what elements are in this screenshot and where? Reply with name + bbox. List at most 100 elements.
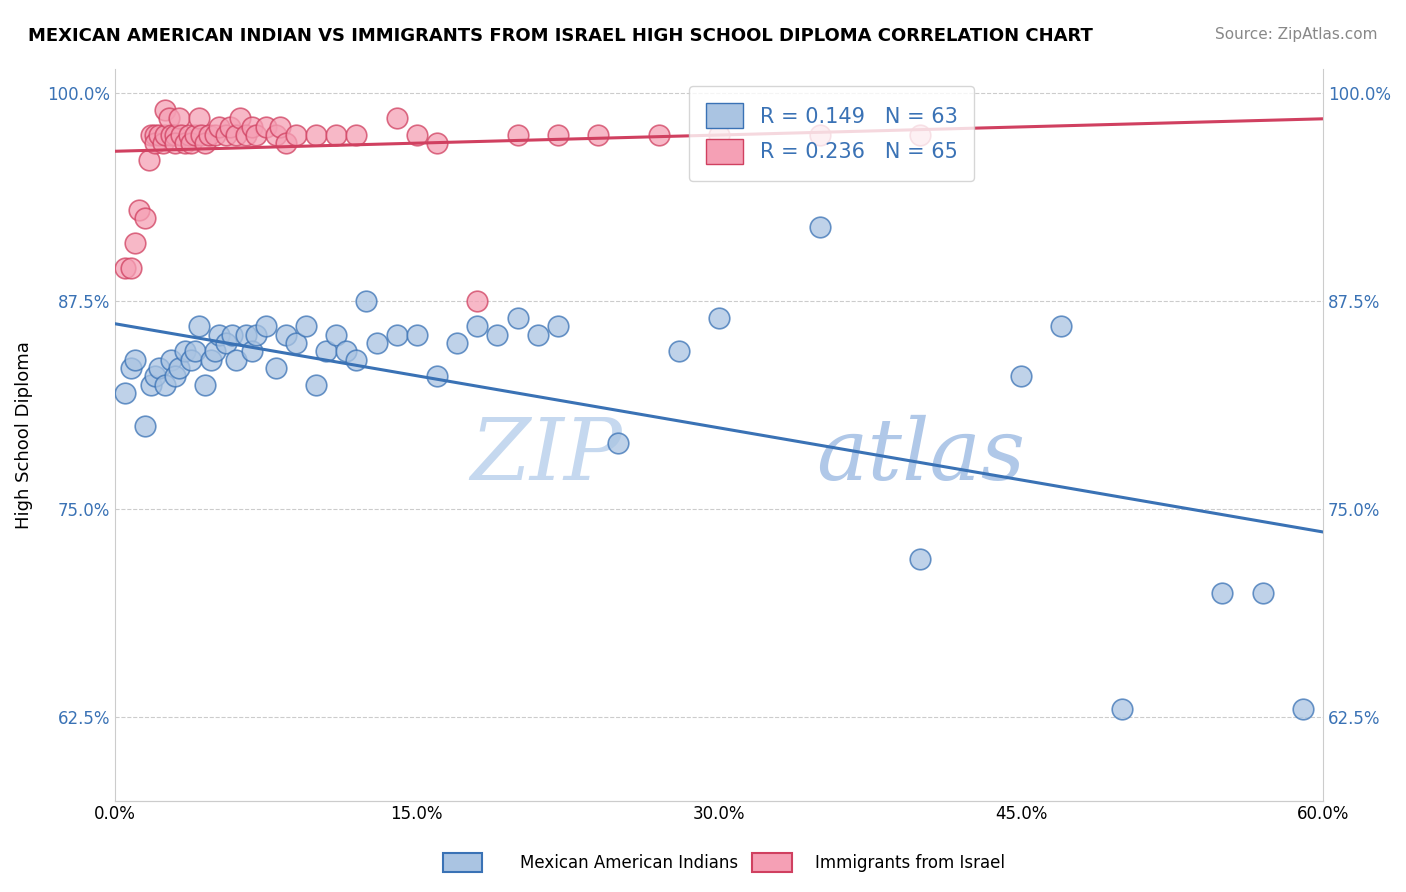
Point	[1251, 585, 1274, 599]
Y-axis label: High School Diploma: High School Diploma	[15, 341, 32, 528]
Point	[228, 112, 250, 126]
Point	[124, 236, 146, 251]
Point	[269, 120, 291, 134]
Point	[285, 336, 308, 351]
Point	[325, 128, 347, 142]
Point	[200, 352, 222, 367]
Point	[143, 369, 166, 384]
Point	[446, 336, 468, 351]
Point	[184, 128, 207, 142]
Text: Immigrants from Israel: Immigrants from Israel	[815, 854, 1005, 871]
Point	[188, 319, 211, 334]
Text: atlas: atlas	[815, 415, 1025, 498]
Point	[170, 128, 193, 142]
Text: Mexican American Indians: Mexican American Indians	[520, 854, 738, 871]
Point	[486, 327, 509, 342]
Point	[214, 336, 236, 351]
Point	[157, 112, 180, 126]
Point	[240, 344, 263, 359]
Point	[910, 552, 932, 566]
Point	[148, 128, 170, 142]
Point	[506, 311, 529, 326]
Point	[465, 294, 488, 309]
Point	[152, 136, 174, 151]
Point	[315, 344, 337, 359]
Point	[235, 327, 257, 342]
Point	[214, 128, 236, 142]
Point	[426, 136, 449, 151]
Point	[385, 112, 408, 126]
Point	[547, 128, 569, 142]
Point	[114, 261, 136, 276]
Point	[165, 369, 187, 384]
Point	[910, 128, 932, 142]
Point	[165, 136, 187, 151]
Text: ZIP: ZIP	[471, 415, 623, 498]
Point	[180, 352, 202, 367]
Point	[707, 311, 730, 326]
Point	[174, 344, 197, 359]
Point	[465, 319, 488, 334]
Text: Source: ZipAtlas.com: Source: ZipAtlas.com	[1215, 27, 1378, 42]
Point	[139, 128, 162, 142]
Point	[204, 344, 226, 359]
Point	[120, 361, 142, 376]
Point	[808, 219, 831, 234]
Point	[346, 352, 368, 367]
Point	[274, 327, 297, 342]
Point	[405, 128, 427, 142]
Point	[405, 327, 427, 342]
Point	[1010, 369, 1032, 384]
Point	[240, 120, 263, 134]
Point	[254, 120, 277, 134]
Point	[335, 344, 357, 359]
Point	[366, 336, 388, 351]
Point	[346, 128, 368, 142]
Point	[167, 361, 190, 376]
Point	[245, 128, 267, 142]
Point	[586, 128, 609, 142]
Point	[254, 319, 277, 334]
Point	[153, 128, 176, 142]
Point	[128, 202, 150, 217]
Point	[124, 352, 146, 367]
Point	[225, 352, 247, 367]
Point	[134, 419, 156, 434]
Point	[148, 361, 170, 376]
Point	[274, 136, 297, 151]
Text: MEXICAN AMERICAN INDIAN VS IMMIGRANTS FROM ISRAEL HIGH SCHOOL DIPLOMA CORRELATIO: MEXICAN AMERICAN INDIAN VS IMMIGRANTS FR…	[28, 27, 1092, 45]
Point	[1050, 319, 1073, 334]
Point	[138, 153, 160, 167]
Point	[198, 128, 221, 142]
Point	[526, 327, 548, 342]
Point	[160, 128, 183, 142]
Point	[188, 112, 211, 126]
Point	[190, 128, 212, 142]
Point	[174, 136, 197, 151]
Point	[607, 436, 630, 450]
Point	[179, 128, 201, 142]
Point	[134, 211, 156, 226]
Point	[305, 128, 328, 142]
Point	[707, 128, 730, 142]
Point	[285, 128, 308, 142]
Point	[1111, 702, 1133, 716]
Point	[1211, 585, 1233, 599]
Point	[218, 120, 240, 134]
Point	[325, 327, 347, 342]
Point	[143, 136, 166, 151]
Point	[808, 128, 831, 142]
Point	[165, 128, 187, 142]
Legend: R = 0.149   N = 63, R = 0.236   N = 65: R = 0.149 N = 63, R = 0.236 N = 65	[689, 87, 974, 181]
Point	[264, 361, 287, 376]
Point	[208, 120, 231, 134]
Point	[668, 344, 690, 359]
Point	[264, 128, 287, 142]
Point	[647, 128, 669, 142]
Point	[208, 327, 231, 342]
Point	[305, 377, 328, 392]
Point	[167, 112, 190, 126]
Point	[221, 327, 243, 342]
Point	[153, 103, 176, 117]
Point	[194, 377, 217, 392]
